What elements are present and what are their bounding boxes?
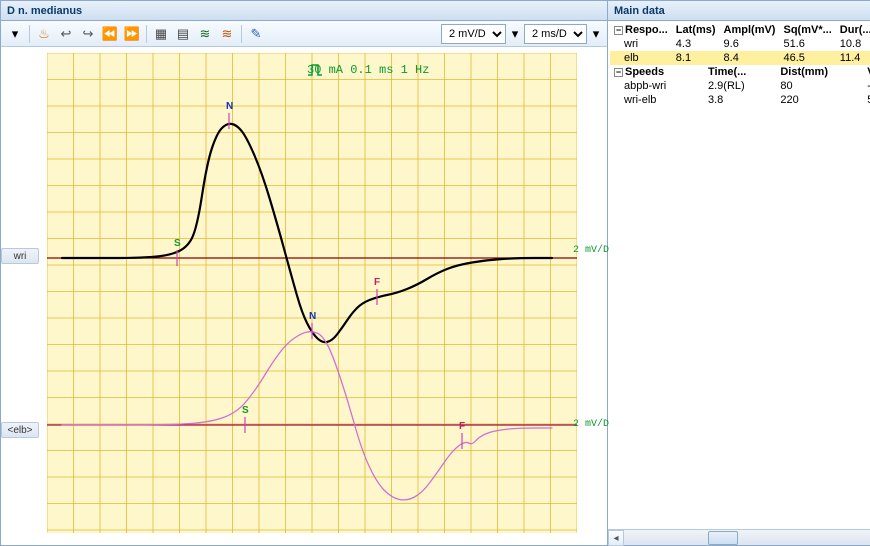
- wave-a-icon[interactable]: ≋: [195, 24, 215, 44]
- column-header[interactable]: Dur(...: [836, 23, 870, 37]
- tree-toggle-icon[interactable]: −: [614, 68, 623, 77]
- paint-icon[interactable]: ✎: [246, 24, 266, 44]
- left-title-bar: D n. medianus: [1, 1, 607, 21]
- waveform-marker[interactable]: F: [374, 277, 380, 288]
- chart-area: wri <elb> 30 mA 0.1 ms 1 Hz S N F S N F 2 mV/D…: [1, 47, 607, 545]
- scroll-left-icon[interactable]: ◂: [608, 530, 624, 546]
- table-cell: 51.6: [779, 37, 835, 51]
- table-cell: 8.4: [720, 51, 780, 65]
- table-cell: wri: [610, 37, 672, 51]
- table-cell: 11.4: [836, 51, 870, 65]
- column-header[interactable]: −Speeds: [610, 65, 704, 79]
- skip-fwd-icon[interactable]: ⏩: [122, 24, 142, 44]
- table-row[interactable]: abpb-wri2.9(RL)80-: [610, 79, 870, 93]
- waveform-marker[interactable]: N: [226, 101, 233, 112]
- table-cell: abpb-wri: [610, 79, 704, 93]
- amplitude-dropdown-icon[interactable]: ▾: [508, 24, 522, 44]
- waveform-marker[interactable]: S: [174, 238, 181, 249]
- undo-icon[interactable]: ↩: [56, 24, 76, 44]
- trace-row-label[interactable]: wri: [1, 248, 39, 264]
- timebase-select[interactable]: 2 ms/D: [524, 24, 587, 44]
- row-labels: wri <elb>: [1, 47, 41, 545]
- column-header[interactable]: Vel(m/s): [863, 65, 870, 79]
- stimulus-text: 30 mA 0.1 ms 1 Hz: [307, 63, 429, 77]
- table-cell: 2.9(RL): [704, 79, 776, 93]
- right-title: Main data: [614, 5, 665, 17]
- waveform-marker[interactable]: F: [459, 421, 465, 432]
- table-cell: 9.6: [720, 37, 780, 51]
- table-cell: 46.5: [779, 51, 835, 65]
- table-cell: -: [863, 79, 870, 93]
- table-row[interactable]: wri4.39.651.610.8300.1: [610, 37, 870, 51]
- table-row[interactable]: elb8.18.446.511.4300.1: [610, 51, 870, 65]
- waveform-marker[interactable]: S: [242, 405, 249, 416]
- scale-label: 2 mV/D: [573, 419, 609, 430]
- tree-toggle-icon[interactable]: −: [614, 26, 623, 35]
- table-cell: 220: [776, 93, 863, 107]
- waveform-marker[interactable]: N: [309, 311, 316, 322]
- skip-back-icon[interactable]: ⏪: [100, 24, 120, 44]
- grid-b-icon[interactable]: ▤: [173, 24, 193, 44]
- column-header[interactable]: Ampl(mV): [720, 23, 780, 37]
- table-cell: 57.9: [863, 93, 870, 107]
- column-header[interactable]: Lat(ms): [672, 23, 720, 37]
- table-row[interactable]: wri-elb3.822057.9: [610, 93, 870, 107]
- data-panel: Main data −Respo...Lat(ms)Ampl(mV)Sq(mV*…: [608, 1, 870, 545]
- waveform-panel: D n. medianus ▾ ♨ ↩ ↪ ⏪ ⏩ ▦ ▤ ≋ ≋ ✎ 2 mV…: [1, 1, 608, 545]
- table-cell: 4.3: [672, 37, 720, 51]
- table-cell: 3.8: [704, 93, 776, 107]
- scroll-thumb[interactable]: [708, 531, 738, 545]
- column-header[interactable]: −Respo...: [610, 23, 672, 37]
- trace-row-label[interactable]: <elb>: [1, 422, 39, 438]
- right-title-bar: Main data: [608, 1, 870, 21]
- timebase-dropdown-icon[interactable]: ▾: [589, 24, 603, 44]
- table-cell: 10.8: [836, 37, 870, 51]
- speeds-table: −SpeedsTime(...Dist(mm)Vel(m/s) abpb-wri…: [610, 65, 870, 107]
- responses-table: −Respo...Lat(ms)Ampl(mV)Sq(mV*...Dur(...…: [610, 23, 870, 65]
- toolbar-menu-icon[interactable]: ▾: [5, 24, 25, 44]
- data-area: −Respo...Lat(ms)Ampl(mV)Sq(mV*...Dur(...…: [608, 21, 870, 529]
- toolbar: ▾ ♨ ↩ ↪ ⏪ ⏩ ▦ ▤ ≋ ≋ ✎ 2 mV/D ▾ 2 ms/D ▾: [1, 21, 607, 47]
- horizontal-scrollbar[interactable]: ◂ ▸: [608, 529, 870, 545]
- column-header[interactable]: Dist(mm): [776, 65, 863, 79]
- wave-b-icon[interactable]: ≋: [217, 24, 237, 44]
- amplitude-select[interactable]: 2 mV/D: [441, 24, 506, 44]
- column-header[interactable]: Time(...: [704, 65, 776, 79]
- scale-label: 2 mV/D: [573, 245, 609, 256]
- table-cell: wri-elb: [610, 93, 704, 107]
- table-cell: elb: [610, 51, 672, 65]
- table-cell: 80: [776, 79, 863, 93]
- plot[interactable]: 30 mA 0.1 ms 1 Hz S N F S N F: [47, 53, 577, 533]
- flame-icon[interactable]: ♨: [34, 24, 54, 44]
- grid-a-icon[interactable]: ▦: [151, 24, 171, 44]
- redo-icon[interactable]: ↪: [78, 24, 98, 44]
- stimulus-readout: 30 mA 0.1 ms 1 Hz: [307, 63, 429, 77]
- table-cell: 8.1: [672, 51, 720, 65]
- column-header[interactable]: Sq(mV*...: [779, 23, 835, 37]
- left-title: D n. medianus: [7, 5, 82, 17]
